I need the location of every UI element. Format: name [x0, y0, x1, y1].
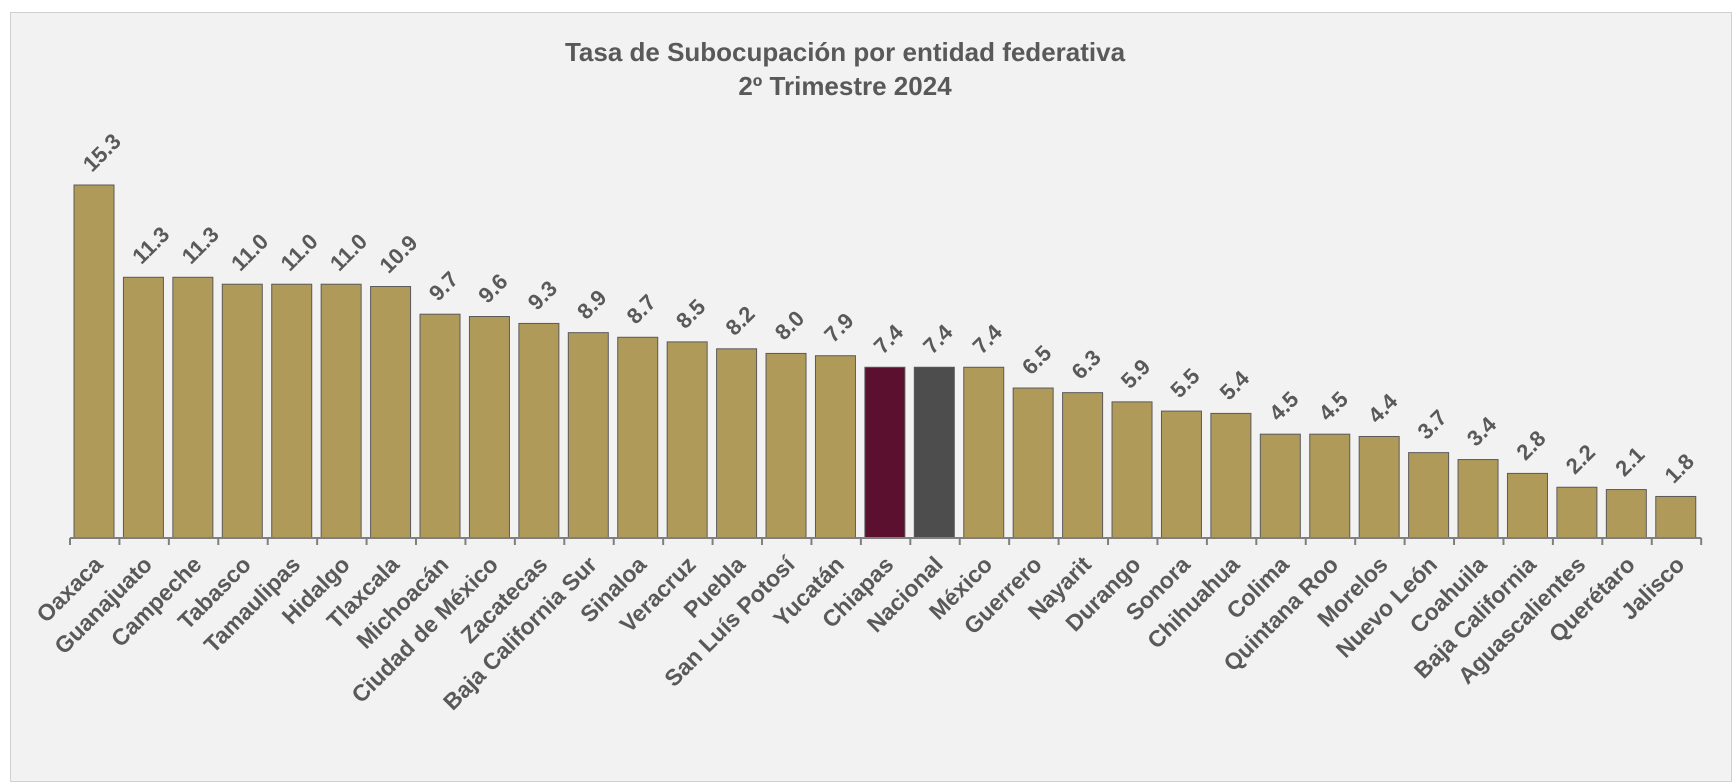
data-label: 4.5 — [1314, 386, 1353, 425]
bar — [1012, 387, 1054, 539]
data-label: 5.9 — [1116, 354, 1155, 393]
data-label: 5.5 — [1165, 363, 1204, 402]
bar — [1457, 459, 1499, 539]
data-label: 10.9 — [374, 230, 422, 278]
bars-group — [73, 184, 1697, 539]
data-label: 1.8 — [1660, 449, 1699, 488]
bar — [1062, 392, 1104, 539]
data-label: 9.3 — [523, 276, 562, 315]
data-label: 8.2 — [720, 301, 759, 340]
data-label: 8.9 — [572, 285, 611, 324]
bar — [1111, 401, 1153, 539]
tick-labels-group: OaxacaGuanajuatoCampecheTabascoTamaulipa… — [31, 550, 1689, 715]
bar — [271, 283, 313, 539]
data-label: 8.5 — [671, 294, 710, 333]
bar — [172, 276, 214, 539]
data-label: 4.5 — [1264, 386, 1303, 425]
data-label: 4.4 — [1363, 388, 1403, 428]
bar — [221, 283, 263, 539]
bar — [73, 184, 115, 539]
bar — [1160, 410, 1202, 539]
data-label: 2.1 — [1610, 442, 1649, 481]
data-label: 11.0 — [276, 229, 323, 276]
data-label: 6.5 — [1017, 340, 1056, 379]
bar — [864, 366, 906, 539]
data-label: 11.0 — [226, 229, 273, 276]
data-label: 5.4 — [1215, 365, 1255, 405]
bar — [814, 355, 856, 539]
bar — [468, 316, 510, 539]
bar — [617, 336, 659, 539]
bar — [419, 313, 461, 539]
bar — [567, 332, 609, 539]
bar — [370, 286, 412, 539]
data-label: 15.3 — [78, 129, 126, 177]
bar — [518, 322, 560, 539]
data-label: 6.3 — [1066, 345, 1105, 384]
bar — [1556, 486, 1598, 539]
data-label: 3.4 — [1462, 411, 1502, 451]
bar — [765, 352, 807, 539]
bar — [320, 283, 362, 539]
bar — [716, 348, 758, 539]
bar — [1358, 435, 1400, 539]
data-label: 2.2 — [1561, 439, 1600, 478]
bar — [913, 366, 955, 539]
chart-title-line-1: Tasa de Subocupación por entidad federat… — [565, 37, 1126, 67]
bar — [1309, 433, 1351, 539]
data-label: 11.3 — [127, 222, 174, 269]
data-label: 7.4 — [918, 319, 958, 359]
bar — [1259, 433, 1301, 539]
data-label: 7.4 — [869, 319, 909, 359]
data-label: 3.7 — [1412, 405, 1451, 444]
data-label: 8.0 — [770, 306, 809, 345]
bar — [1506, 472, 1548, 539]
bar — [1408, 452, 1450, 539]
data-label: 7.4 — [968, 319, 1008, 359]
data-label: 11.3 — [177, 222, 224, 269]
chart-title-line-2: 2º Trimestre 2024 — [738, 71, 952, 101]
bar — [122, 276, 164, 539]
bar — [1605, 489, 1647, 539]
data-label: 9.6 — [473, 269, 512, 308]
bar — [963, 366, 1005, 539]
bar — [666, 341, 708, 539]
data-label: 11.0 — [325, 229, 372, 276]
bar — [1655, 495, 1697, 539]
data-label: 9.7 — [424, 266, 463, 305]
data-label: 7.9 — [819, 308, 858, 347]
data-label: 2.8 — [1511, 426, 1550, 465]
data-label: 8.7 — [622, 289, 661, 328]
bar — [1210, 412, 1252, 539]
x-axis — [69, 537, 1703, 545]
